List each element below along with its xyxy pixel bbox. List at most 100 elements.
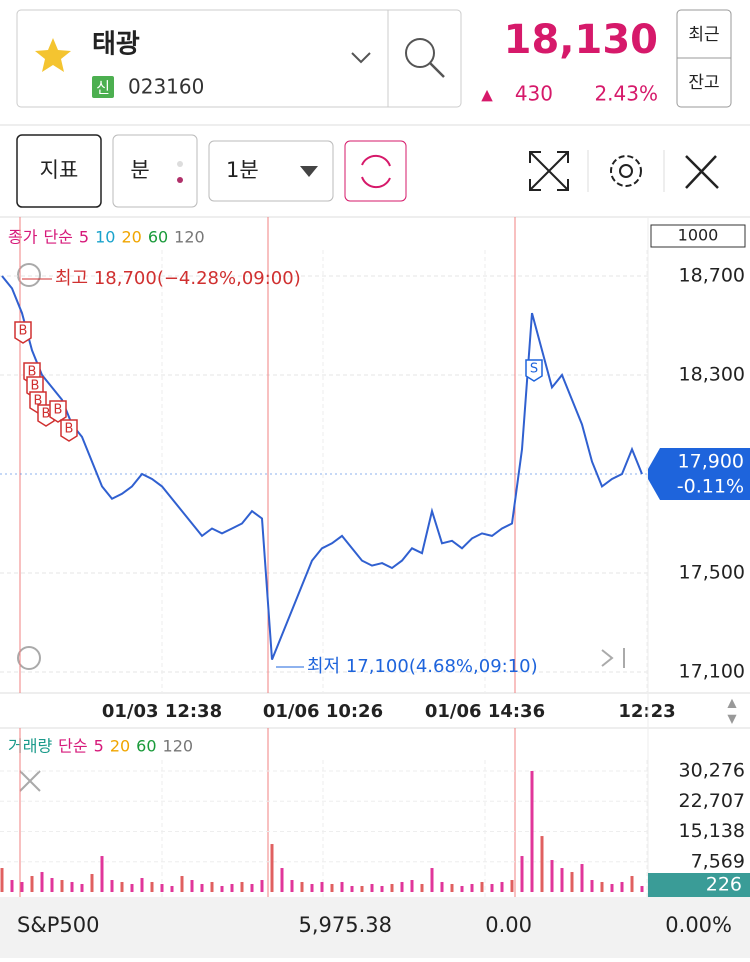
volume-bar [130, 884, 134, 892]
current-volume: 226 [706, 874, 742, 896]
volume-bar [630, 876, 634, 892]
recent-button[interactable]: 최근 [688, 25, 719, 45]
y-tick-label: 18,300 [679, 364, 745, 386]
fullscreen-icon[interactable] [529, 151, 569, 191]
volume-legend-item: 20 [110, 737, 130, 756]
volume-tick-label: 30,276 [679, 760, 745, 782]
indicator-button[interactable] [16, 134, 102, 208]
volume-bar [180, 876, 184, 892]
time-label: 01/06 14:36 [425, 701, 545, 722]
y-tick-label: 18,700 [679, 265, 745, 287]
volume-bar [530, 771, 534, 892]
refresh-button[interactable] [344, 140, 407, 202]
volume-bar [350, 886, 354, 892]
time-label: 12:23 [618, 701, 675, 722]
index-value: 5,975.38 [298, 913, 392, 937]
volume-bar [0, 868, 4, 892]
volume-bar [330, 884, 334, 892]
close-volume[interactable] [19, 770, 41, 792]
select-arrow [300, 166, 318, 177]
volume-bar [460, 886, 464, 892]
settings-icon[interactable] [610, 155, 642, 187]
volume-bar [200, 884, 204, 892]
volume-bar [170, 886, 174, 892]
volume-bar [210, 882, 214, 892]
signal-label: B [65, 422, 74, 437]
volume-legend-item: 60 [136, 737, 156, 756]
volume-bar [380, 886, 384, 892]
volume-bar [10, 880, 14, 892]
volume-bar [110, 880, 114, 892]
volume-bar [40, 872, 44, 892]
volume-bar [470, 884, 474, 892]
volume-legend-item: 5 [94, 737, 104, 756]
volume-bar [480, 882, 484, 892]
scale-box[interactable] [650, 224, 746, 248]
volume-bar [490, 884, 494, 892]
volume-bar [570, 872, 574, 892]
balance-button[interactable]: 잔고 [688, 73, 719, 93]
tools-icon[interactable] [685, 155, 719, 189]
low-note: 최저 17,100(4.68%,09:10) [307, 656, 538, 677]
volume-bar [60, 880, 64, 892]
volume-bar [640, 886, 644, 892]
dropdown-arrow[interactable] [351, 52, 371, 64]
index-change: 0.00 [485, 913, 532, 937]
volume-bar [360, 886, 364, 892]
period-label: 분 [130, 158, 149, 182]
signal-label: B [42, 407, 51, 422]
time-label: 01/06 10:26 [263, 701, 383, 722]
zoom-in[interactable] [17, 263, 41, 287]
volume-bar [450, 884, 454, 892]
stock-name: 태광 [92, 30, 140, 60]
stock-selector[interactable] [16, 9, 462, 108]
volume-bar [260, 880, 264, 892]
signal-marker [60, 419, 78, 442]
volume-bar [440, 882, 444, 892]
current-change: -0.11% [677, 476, 744, 498]
volume-bar [320, 882, 324, 892]
scroll-down[interactable]: ▼ [727, 712, 737, 726]
volume-bar [20, 882, 24, 892]
footer-bg [0, 897, 750, 958]
stock-code: 023160 [128, 75, 204, 99]
zoom-out[interactable] [17, 646, 41, 670]
volume-bar [150, 882, 154, 892]
volume-bar [520, 856, 524, 892]
interval-select[interactable] [208, 140, 334, 202]
volume-bar [50, 878, 54, 892]
volume-bar [610, 884, 614, 892]
volume-bar [400, 882, 404, 892]
scroll-up[interactable]: ▲ [727, 696, 737, 710]
volume-bar [560, 868, 564, 892]
volume-bar [290, 880, 294, 892]
go-latest[interactable] [601, 649, 614, 667]
scale-label: 1000 [678, 226, 719, 245]
volume-bar [390, 884, 394, 892]
period-button[interactable] [112, 134, 198, 208]
indicator-label: 지표 [40, 158, 79, 182]
refresh-icon [361, 154, 391, 189]
change-arrow: ▲ [481, 86, 493, 104]
legend-item: 60 [148, 228, 168, 247]
favorite-star[interactable] [35, 38, 71, 72]
volume-tick-label: 15,138 [679, 820, 745, 842]
signal-marker [14, 321, 32, 344]
volume-bar [600, 882, 604, 892]
volume-bar [620, 882, 624, 892]
volume-bar [220, 886, 224, 892]
badge-bg [92, 76, 114, 98]
volume-bar [280, 868, 284, 892]
y-tick-label: 17,100 [679, 661, 745, 683]
dot [177, 161, 183, 167]
signal-marker [525, 359, 543, 382]
volume-bar [100, 856, 104, 892]
volume-legend-item: 단순 [58, 737, 87, 756]
signal-label: B [19, 324, 28, 339]
volume-bar [80, 884, 84, 892]
search-icon[interactable] [405, 38, 435, 68]
legend-item: 종가 [8, 228, 38, 247]
current-tag [648, 448, 750, 500]
